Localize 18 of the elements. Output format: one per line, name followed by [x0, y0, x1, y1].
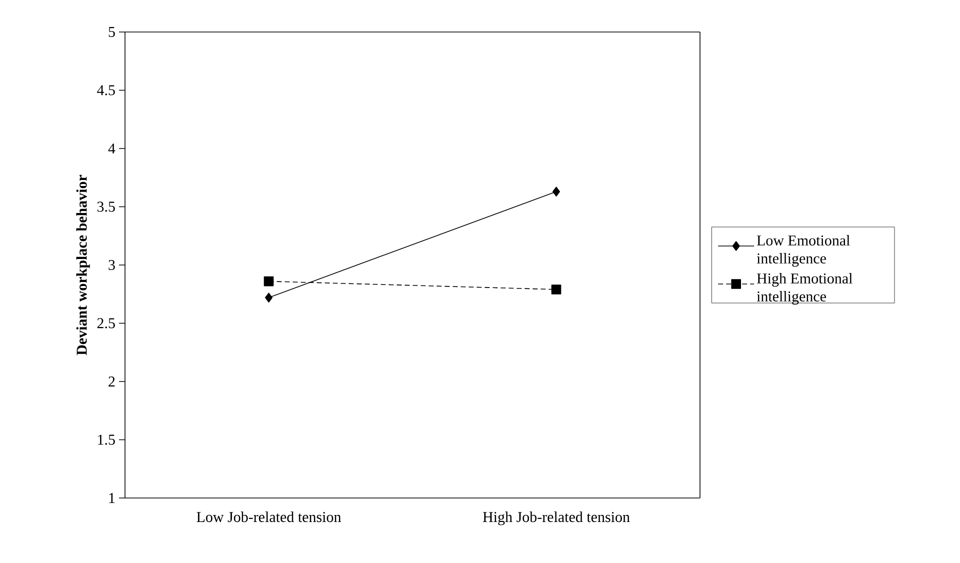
point	[551, 284, 562, 294]
point	[264, 292, 273, 303]
y-tick-label: 4.5	[97, 85, 115, 96]
y-tick-label: 1.5	[98, 434, 115, 445]
y-tick-label: 3	[108, 260, 115, 270]
y-tick-label: 2.5	[97, 318, 115, 328]
point	[552, 186, 560, 197]
y-tick-label: 1	[109, 493, 115, 503]
y-tick-label: 5	[108, 27, 115, 37]
y-tick-label: 4	[108, 144, 116, 154]
y-axis-title: Deviant workplace behavior	[76, 174, 90, 356]
y-tick-label: 2	[108, 376, 115, 386]
point	[264, 276, 274, 286]
legend-label: High Emotional intelligence	[756, 273, 852, 305]
x-tick-label: Low Job-related tension	[196, 512, 342, 522]
legend-label: Low Emotional intelligence	[756, 235, 850, 267]
x-tick-label: High Job-related tension	[482, 512, 630, 526]
y-tick-label: 3.5	[97, 202, 115, 212]
